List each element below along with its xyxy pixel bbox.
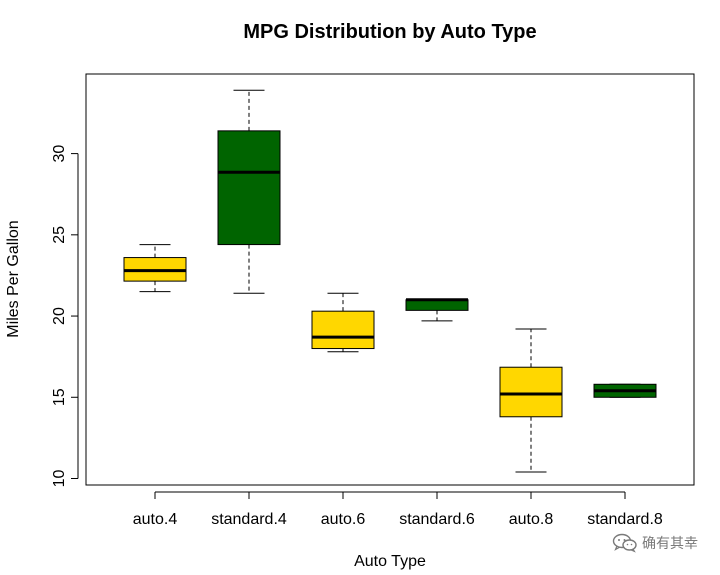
watermark-text: 确有其幸 <box>642 536 698 552</box>
x-axis: auto.4 standard.4 auto.6 standard.6 auto.8 st… <box>133 491 663 528</box>
box-iqr <box>405 299 469 311</box>
box-auto-8 <box>499 328 563 473</box>
x-tick-label: auto.8 <box>509 511 554 528</box>
x-tick-label: standard.8 <box>587 511 663 528</box>
box-standard-6 <box>405 298 469 322</box>
wechat-icon <box>612 533 638 553</box>
y-tick-label: 30 <box>51 145 68 163</box>
chart-title: MPG Distribution by Auto Type <box>243 21 536 43</box>
plot-frame <box>85 73 695 486</box>
box-iqr <box>311 310 375 350</box>
x-tick-label: standard.6 <box>399 511 475 528</box>
box-iqr <box>217 130 281 246</box>
box-standard-4 <box>217 89 281 294</box>
box-auto-6 <box>311 292 375 353</box>
x-tick-label: standard.4 <box>211 511 287 528</box>
box-iqr <box>499 366 563 418</box>
y-axis-label: Miles Per Gallon <box>5 220 22 337</box>
box-standard-8 <box>593 383 657 398</box>
y-tick-label: 10 <box>51 470 68 488</box>
x-tick-label: auto.6 <box>321 511 366 528</box>
y-tick-label: 15 <box>51 388 68 406</box>
watermark: 确有其幸 <box>612 532 698 554</box>
box-series <box>123 89 657 473</box>
y-axis: 10 15 20 25 30 <box>51 145 79 488</box>
x-tick-label: auto.4 <box>133 511 178 528</box>
x-axis-label: Auto Type <box>354 553 426 570</box>
y-tick-label: 25 <box>51 226 68 244</box>
y-tick-label: 20 <box>51 307 68 325</box>
box-auto-4 <box>123 244 187 293</box>
